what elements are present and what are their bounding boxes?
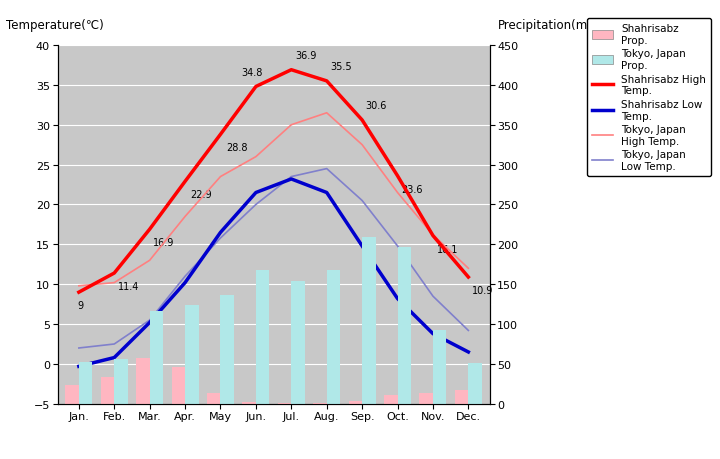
Bar — [150, 311, 163, 404]
Text: 10.9: 10.9 — [472, 285, 493, 295]
Bar — [220, 295, 234, 404]
Bar — [114, 359, 127, 404]
Text: Precipitation(mm): Precipitation(mm) — [498, 19, 605, 32]
Text: Temperature(℃): Temperature(℃) — [6, 19, 104, 32]
Text: 22.9: 22.9 — [190, 190, 212, 200]
Bar — [79, 363, 92, 404]
Bar — [468, 364, 482, 404]
Text: 16.9: 16.9 — [153, 238, 174, 247]
Bar — [327, 270, 340, 404]
Bar — [243, 403, 256, 404]
Text: 34.8: 34.8 — [242, 67, 263, 77]
Text: 35.5: 35.5 — [330, 62, 352, 72]
Bar — [278, 403, 292, 404]
Bar — [256, 270, 269, 404]
Text: 16.1: 16.1 — [436, 244, 458, 254]
Bar — [207, 393, 220, 404]
Text: 36.9: 36.9 — [295, 50, 316, 61]
Bar — [313, 403, 327, 404]
Bar — [292, 281, 305, 404]
Bar — [384, 395, 397, 404]
Bar — [66, 386, 79, 404]
Bar — [362, 238, 376, 404]
Bar — [433, 331, 446, 404]
Text: 9: 9 — [77, 301, 84, 310]
Text: 23.6: 23.6 — [401, 185, 423, 194]
Text: 30.6: 30.6 — [366, 101, 387, 111]
Bar — [101, 378, 114, 404]
Bar — [171, 367, 185, 404]
Bar — [136, 358, 150, 404]
Bar — [420, 393, 433, 404]
Text: 28.8: 28.8 — [226, 143, 247, 153]
Bar — [185, 305, 199, 404]
Bar — [455, 391, 468, 404]
Text: 11.4: 11.4 — [118, 281, 139, 291]
Bar — [348, 402, 362, 404]
Legend: Shahrisabz
Prop., Tokyo, Japan
Prop., Shahrisabz High
Temp., Shahrisabz Low
Temp: Shahrisabz Prop., Tokyo, Japan Prop., Sh… — [587, 19, 711, 177]
Bar — [397, 247, 411, 404]
